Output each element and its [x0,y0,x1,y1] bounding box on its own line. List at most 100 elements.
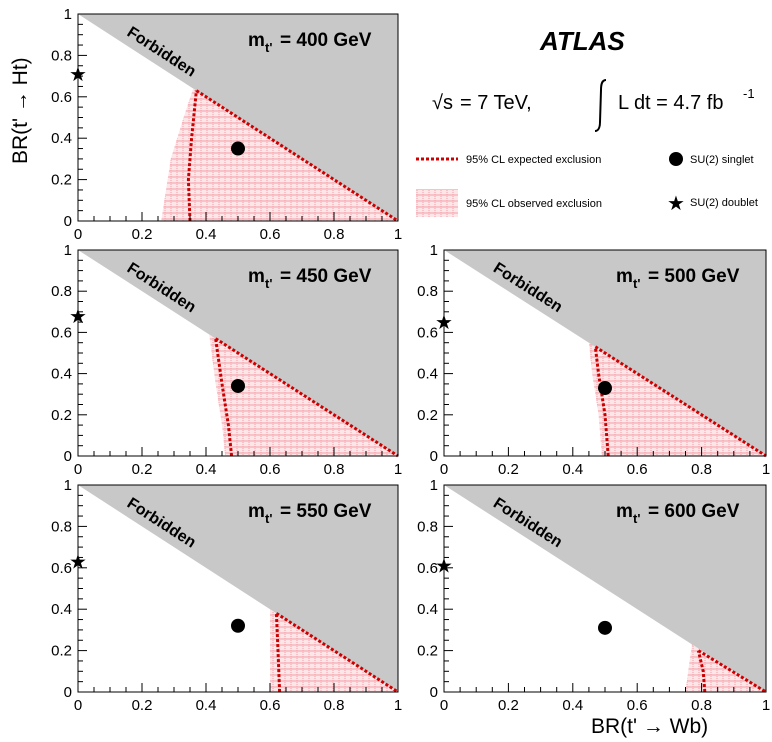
x-tick-label: 0.6 [260,226,281,243]
y-tick-label: 1 [64,242,72,259]
y-tick-label: 0.8 [417,283,438,300]
mass-label-value: = 550 GeV [280,501,372,522]
energy-label: = 7 TeV, [460,92,532,114]
mass-label-subscript: t' [265,511,272,526]
singlet-marker [231,378,245,393]
mass-label-symbol: m [248,266,265,287]
expected-exclusion-line [696,650,707,693]
legend-observed-swatch [416,189,458,217]
x-tick-label: 0.8 [691,461,712,478]
mass-label-value: = 450 GeV [280,266,372,287]
mass-label-value: = 600 GeV [648,501,740,522]
y-tick-label: 0 [64,213,72,230]
x-tick-label: 0 [74,461,82,478]
x-tick-label: 1 [394,697,402,714]
x-tick-label: 1 [762,461,770,478]
y-tick-label: 0.2 [417,643,438,660]
info-area: ATLAS √s = 7 TeV, L dt = 4.7 fb -1 95% C… [416,26,758,217]
atlas-label: ATLAS [539,26,625,56]
y-tick-label: 0.8 [51,283,72,300]
doublet-marker: ★ [69,304,87,328]
y-tick-label: 0.4 [51,130,72,147]
x-tick-label: 0 [74,697,82,714]
x-tick-label: 0.6 [260,461,281,478]
doublet-marker: ★ [435,310,453,334]
singlet-marker [231,618,245,633]
expected-exclusion-line [186,90,198,222]
singlet-marker [598,620,612,635]
observed-exclusion-region [161,88,398,222]
x-tick-label: 0.6 [627,461,648,478]
expected-exclusion-diagonal [195,89,399,223]
x-tick-label: 1 [394,461,402,478]
x-tick-label: 0.2 [132,697,153,714]
x-tick-label: 0.2 [498,697,519,714]
legend-singlet-label: SU(2) singlet [690,154,754,166]
x-tick-label: 0 [74,226,82,243]
y-tick-label: 0.8 [417,518,438,535]
x-tick-label: 0.6 [260,697,281,714]
mass-label-value: = 500 GeV [648,266,740,287]
legend-doublet-label: SU(2) doublet [690,197,758,209]
x-tick-label: 0.2 [132,461,153,478]
x-tick-label: 0 [440,461,448,478]
luminosity-exponent: -1 [743,86,755,101]
y-tick-label: 0 [64,684,72,701]
y-tick-label: 0.8 [51,47,72,64]
y-tick-label: 0 [64,448,72,465]
y-tick-label: 1 [64,6,72,23]
x-tick-label: 0.8 [324,461,345,478]
x-axis-title: BR(t' → Wb) [591,715,708,738]
x-tick-label: 0.4 [562,461,583,478]
y-tick-label: 0.6 [51,560,72,577]
expected-exclusion-line [274,613,282,693]
sqrt-s-symbol: √s [432,92,453,114]
forbidden-region [78,485,398,692]
legend-expected-label: 95% CL expected exclusion [466,154,601,166]
y-tick-label: 0.4 [417,366,438,383]
x-tick-label: 0.6 [627,697,648,714]
y-tick-label: 0.2 [51,407,72,424]
x-tick-label: 0.8 [324,226,345,243]
y-tick-label: 0.6 [51,89,72,106]
mass-label-subscript: t' [633,276,640,291]
y-tick-label: 0.4 [51,601,72,618]
doublet-marker: ★ [69,62,87,86]
x-tick-label: 0.8 [691,697,712,714]
legend-observed-label: 95% CL observed exclusion [466,198,602,210]
expected-exclusion-diagonal [275,612,399,694]
y-tick-label: 0.2 [417,407,438,424]
y-tick-label: 1 [430,477,438,494]
doublet-marker: ★ [435,554,453,578]
singlet-marker [598,381,612,396]
expected-exclusion-diagonal [697,649,767,694]
singlet-marker [231,141,245,156]
mass-label-symbol: m [616,501,633,522]
y-tick-label: 0.2 [51,172,72,189]
legend-doublet-marker: ★ [667,191,685,215]
legend-singlet-marker [669,152,683,166]
x-tick-label: 0.2 [498,461,519,478]
y-tick-label: 0.8 [51,518,72,535]
x-tick-label: 0.4 [196,697,217,714]
x-tick-label: 0.4 [196,226,217,243]
x-tick-label: 0.4 [196,461,217,478]
y-tick-label: 0.6 [417,560,438,577]
mass-label-subscript: t' [633,511,640,526]
integral-sign [594,79,607,132]
x-tick-label: 0.8 [324,697,345,714]
mass-label-subscript: t' [265,40,272,55]
y-tick-label: 1 [430,242,438,259]
x-tick-label: 1 [762,697,770,714]
y-tick-label: 0.6 [417,324,438,341]
y-tick-label: 0 [430,448,438,465]
x-tick-label: 1 [394,226,402,243]
y-tick-label: 0.4 [417,601,438,618]
